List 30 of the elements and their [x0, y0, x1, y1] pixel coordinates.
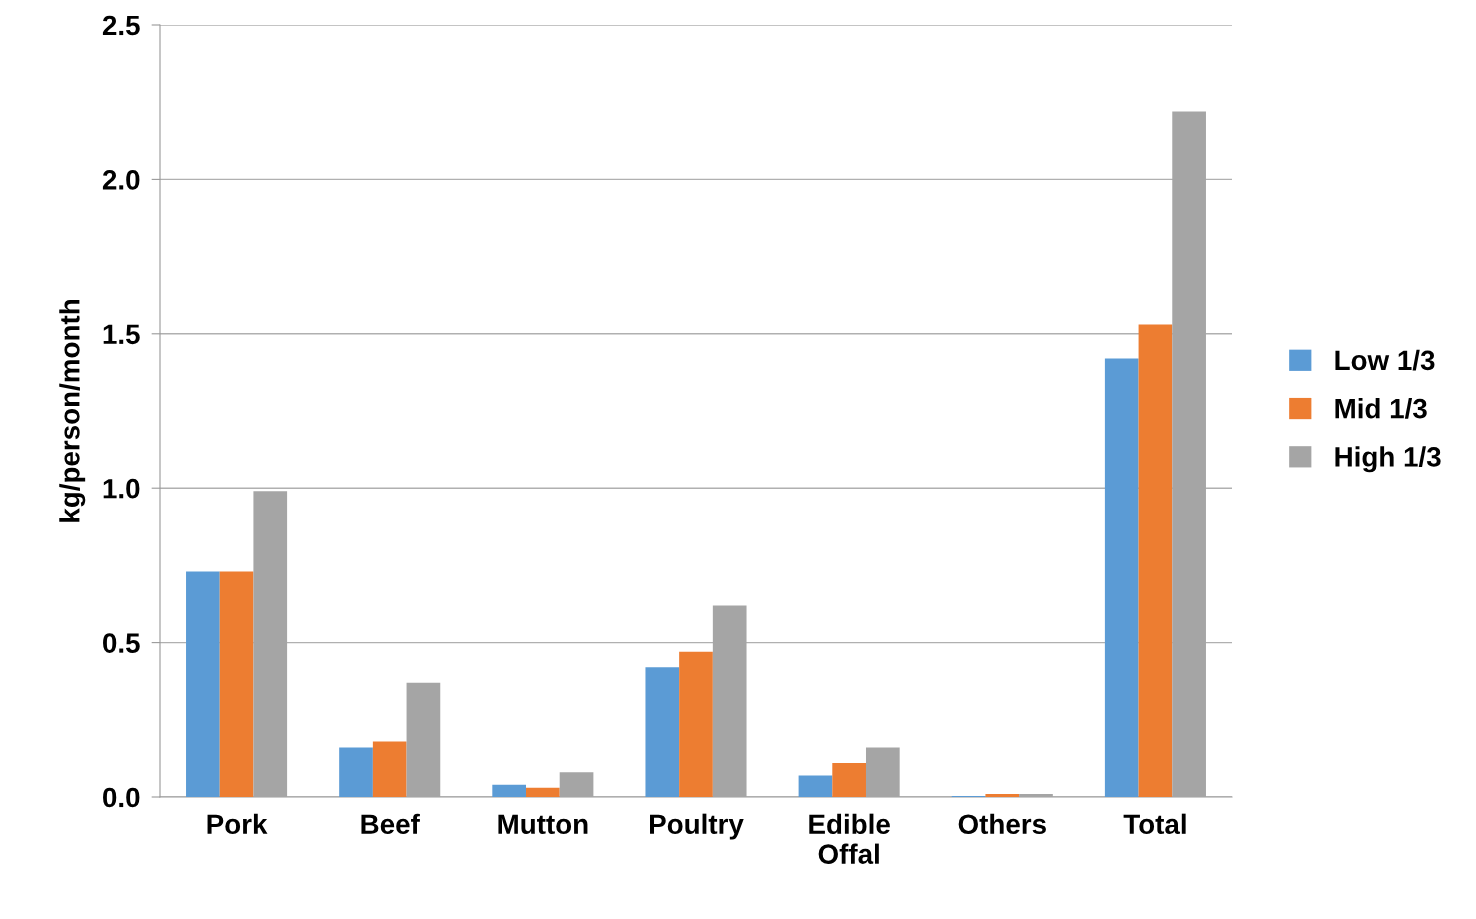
y-tick-label: 1.0 — [103, 478, 140, 499]
legend-label: Low 1/3 — [1335, 349, 1435, 371]
bar — [372, 741, 407, 797]
x-tick-label: Poultry — [650, 813, 744, 840]
x-tick-label: Mutton — [498, 814, 588, 835]
bar — [645, 667, 680, 797]
y-tick-label: 0.5 — [103, 633, 140, 653]
bar — [1138, 324, 1173, 797]
x-tick-label: Edible Offal — [809, 813, 890, 864]
y-axis-title: kg/person/month — [59, 300, 86, 522]
bar — [492, 784, 527, 797]
x-tick-label: Others — [958, 813, 1046, 835]
y-tick-label: 2.0 — [102, 170, 140, 190]
bar — [1104, 358, 1139, 797]
bar — [985, 793, 1020, 797]
bar — [219, 571, 254, 797]
x-tick-label: Total — [1123, 813, 1186, 835]
legend-label: Mid 1/3 — [1335, 398, 1427, 419]
bar — [679, 651, 713, 797]
bar — [798, 775, 833, 797]
y-tick-label: 2.5 — [102, 15, 140, 36]
bar — [526, 787, 560, 797]
y-tick-label: 0.0 — [103, 787, 140, 808]
legend-label: High 1/3 — [1335, 446, 1441, 473]
bar — [339, 747, 373, 797]
x-tick-label: Beef — [361, 813, 420, 835]
bar — [832, 763, 866, 797]
y-tick-label: 1.5 — [103, 324, 140, 345]
bar — [186, 571, 220, 797]
x-tick-label: Pork — [207, 813, 268, 835]
